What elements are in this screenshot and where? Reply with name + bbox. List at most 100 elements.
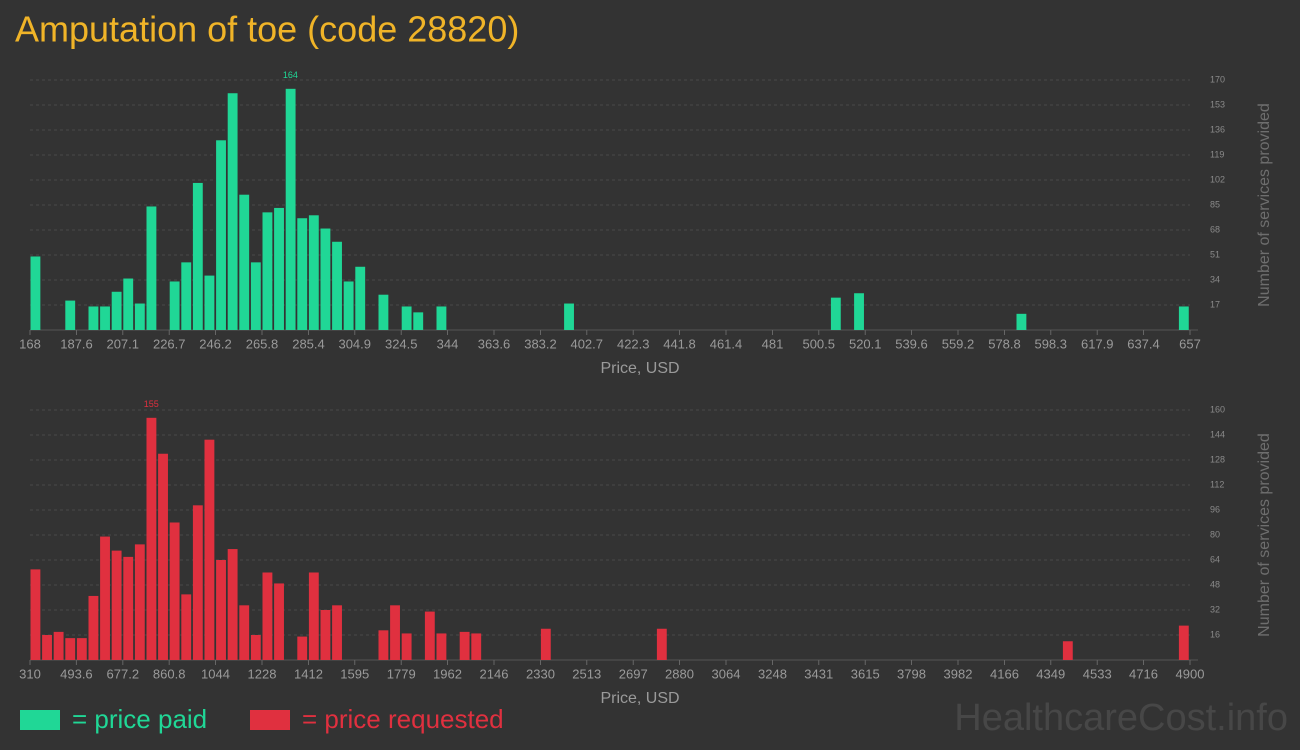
bar — [111, 550, 122, 660]
x-tick-label: 1228 — [248, 666, 277, 681]
x-tick-label: 520.1 — [849, 336, 882, 351]
x-tick-label: 246.2 — [199, 336, 232, 351]
bar — [1178, 625, 1189, 660]
bar — [146, 206, 157, 330]
x-tick-label: 3798 — [897, 666, 926, 681]
x-tick-label: 402.7 — [570, 336, 603, 351]
peak-label: 164 — [283, 70, 298, 80]
peak-label: 155 — [144, 399, 159, 409]
y-tick-label: 16 — [1210, 629, 1220, 639]
y-tick-label: 144 — [1210, 429, 1225, 439]
bar — [378, 294, 389, 330]
x-tick-label: 363.6 — [478, 336, 511, 351]
y-tick-label: 48 — [1210, 579, 1220, 589]
x-tick-label: 539.6 — [895, 336, 928, 351]
x-tick-label: 265.8 — [246, 336, 279, 351]
y-tick-label: 102 — [1210, 174, 1225, 184]
bar — [355, 266, 366, 330]
bar — [123, 278, 134, 330]
legend-label: = price paid — [72, 704, 207, 734]
x-tick-label: 617.9 — [1081, 336, 1114, 351]
bar — [169, 281, 180, 330]
bar — [401, 633, 412, 660]
bar — [227, 93, 238, 330]
bar — [204, 275, 215, 330]
x-tick-label: 637.4 — [1127, 336, 1160, 351]
y-axis-label: Number of services provided — [1256, 433, 1273, 637]
x-tick-label: 4533 — [1083, 666, 1112, 681]
x-tick-label: 187.6 — [60, 336, 93, 351]
x-tick-label: 226.7 — [153, 336, 186, 351]
x-tick-label: 441.8 — [663, 336, 696, 351]
y-tick-label: 68 — [1210, 224, 1220, 234]
bar — [459, 631, 470, 660]
x-tick-label: 598.3 — [1034, 336, 1067, 351]
x-tick-label: 2146 — [480, 666, 509, 681]
bar — [53, 631, 64, 660]
x-tick-label: 422.3 — [617, 336, 650, 351]
x-tick-label: 860.8 — [153, 666, 186, 681]
x-tick-label: 3431 — [804, 666, 833, 681]
x-axis-label: Price, USD — [600, 690, 679, 707]
bar — [343, 281, 354, 330]
bar — [227, 549, 238, 660]
x-tick-label: 2513 — [572, 666, 601, 681]
bar — [656, 628, 667, 660]
bar — [424, 611, 435, 660]
bar — [285, 88, 296, 330]
bar — [274, 583, 284, 660]
bar — [401, 306, 412, 330]
bar — [436, 306, 447, 330]
bar — [308, 572, 319, 660]
bar — [250, 635, 261, 660]
x-tick-label: 2880 — [665, 666, 694, 681]
bar — [30, 569, 41, 660]
x-tick-label: 2697 — [619, 666, 648, 681]
bar — [436, 633, 447, 660]
x-tick-label: 4166 — [990, 666, 1019, 681]
bar — [1178, 306, 1189, 330]
bar — [134, 303, 145, 330]
y-tick-label: 96 — [1210, 504, 1220, 514]
bar — [169, 522, 180, 660]
x-tick-label: 304.9 — [338, 336, 371, 351]
bar — [88, 306, 99, 330]
bar — [123, 556, 134, 660]
x-tick-label: 559.2 — [942, 336, 975, 351]
bar — [30, 256, 41, 330]
bar — [192, 182, 203, 330]
bar — [100, 306, 110, 330]
x-tick-label: 2330 — [526, 666, 555, 681]
x-tick-label: 3064 — [712, 666, 741, 681]
bar — [88, 595, 99, 660]
page-title: Amputation of toe (code 28820) — [15, 9, 519, 50]
x-tick-label: 3982 — [944, 666, 973, 681]
y-tick-label: 153 — [1210, 99, 1225, 109]
bar — [262, 212, 273, 330]
x-tick-label: 578.8 — [988, 336, 1021, 351]
bar — [65, 300, 76, 330]
y-tick-label: 34 — [1210, 274, 1220, 284]
bar — [181, 594, 192, 660]
bar — [332, 605, 342, 660]
y-tick-label: 136 — [1210, 124, 1225, 134]
y-tick-label: 170 — [1210, 74, 1225, 84]
x-tick-label: 1962 — [433, 666, 462, 681]
x-tick-label: 344 — [437, 336, 459, 351]
y-axis-label: Number of services provided — [1256, 103, 1273, 307]
bar — [146, 417, 157, 660]
bar — [320, 610, 331, 660]
bar — [239, 605, 250, 660]
bar — [274, 207, 284, 330]
x-tick-label: 207.1 — [106, 336, 139, 351]
x-tick-label: 4900 — [1176, 666, 1205, 681]
bar — [297, 218, 308, 330]
y-tick-label: 64 — [1210, 554, 1220, 564]
bar — [830, 297, 841, 330]
x-tick-label: 4349 — [1036, 666, 1065, 681]
bar — [471, 633, 482, 660]
bar — [100, 536, 110, 660]
bar — [181, 262, 192, 330]
y-tick-label: 85 — [1210, 199, 1220, 209]
